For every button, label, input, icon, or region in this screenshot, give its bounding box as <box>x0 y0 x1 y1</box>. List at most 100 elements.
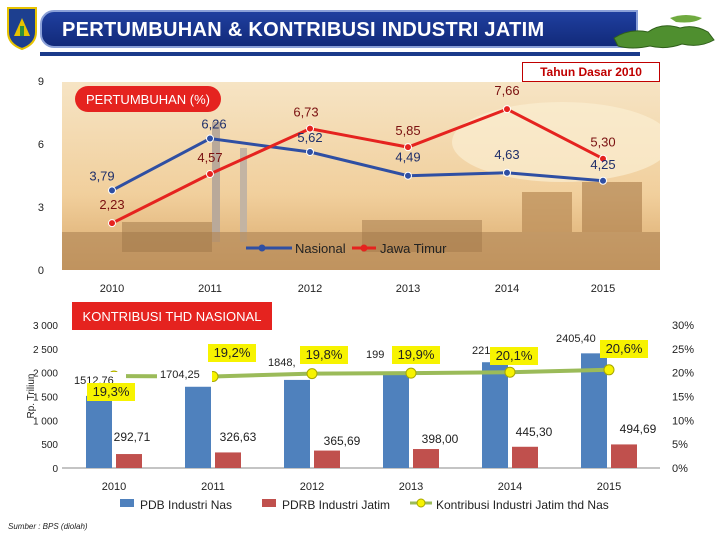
pdb-data-label: 1848, <box>268 357 296 369</box>
bar-pdrb <box>611 444 637 468</box>
legend-pdrb-swatch <box>262 499 276 507</box>
pdb-label-bg <box>553 330 608 346</box>
line-y-tick: 3 <box>38 202 44 214</box>
bar-y2-tick: 25% <box>672 344 694 356</box>
line-x-tick: 2011 <box>198 283 222 295</box>
east-java-map-icon <box>610 4 720 64</box>
pdb-data-label: 199 <box>366 349 384 361</box>
kontribusi-data-label: 19,9% <box>398 347 435 362</box>
kontribusi-data-label: 19,2% <box>214 345 251 360</box>
line-x-tick: 2010 <box>100 283 124 295</box>
line-data-label: 4,49 <box>395 150 420 165</box>
line-point <box>503 168 511 177</box>
bar-y-tick: 2 000 <box>33 369 58 380</box>
bar-x-tick: 2011 <box>201 481 225 493</box>
line-point <box>404 143 412 152</box>
line-x-tick: 2012 <box>298 283 322 295</box>
bar-x-tick: 2014 <box>498 481 522 493</box>
bar-pdrb <box>215 452 241 468</box>
line-point <box>108 186 116 195</box>
bar-x-tick: 2013 <box>399 481 423 493</box>
bar-y-tick: 3 000 <box>33 321 58 332</box>
legend-kontribusi-marker <box>416 498 426 508</box>
bar-y-axis-title: Rp. Triliun <box>26 373 37 418</box>
line-y-tick: 0 <box>38 265 44 277</box>
line-point <box>108 219 116 228</box>
legend-jatim-label: Jawa Timur <box>380 241 447 256</box>
legend-pdb-swatch <box>120 499 134 507</box>
line-point <box>306 124 314 133</box>
pdrb-data-label: 398,00 <box>422 432 459 446</box>
kontribusi-point <box>603 364 615 376</box>
line-series-nasional <box>111 136 604 192</box>
line-point <box>206 170 214 179</box>
bar-y2-tick: 10% <box>672 415 694 427</box>
bar-pdb <box>482 362 508 468</box>
pdb-label-bg <box>157 366 212 382</box>
line-point <box>404 171 412 180</box>
base-year-badge: Tahun Dasar 2010 <box>522 62 660 82</box>
bar-x-tick: 2010 <box>102 481 126 493</box>
kontribusi-label-bg <box>300 346 348 364</box>
bar-pdrb <box>512 446 538 468</box>
bar-pdrb <box>413 449 439 468</box>
jatim-emblem-icon <box>4 6 40 50</box>
header-divider <box>40 52 640 56</box>
contribution-title: KONTRIBUSI THD NASIONAL <box>83 309 262 324</box>
title-banner: PERTUMBUHAN & KONTRIBUSI INDUSTRI JATIM <box>40 10 638 48</box>
line-series-jawa-timur <box>111 107 604 225</box>
bar-pdb <box>383 372 409 468</box>
legend-jatim-marker <box>360 244 368 252</box>
bar-y2-tick: 5% <box>672 439 688 451</box>
kontribusi-data-label: 19,8% <box>306 347 343 362</box>
kontribusi-label-bg <box>490 347 538 365</box>
bar-pdb <box>86 395 112 468</box>
growth-title-box <box>75 86 221 112</box>
line-data-label: 6,26 <box>201 117 226 132</box>
bar-y2-tick: 0% <box>672 463 688 475</box>
line-point <box>599 176 607 185</box>
bar-y2-tick: 30% <box>672 320 694 332</box>
pdb-label-bg <box>363 346 390 362</box>
bar-y2-tick: 15% <box>672 392 694 404</box>
line-data-label: 2,23 <box>99 197 124 212</box>
line-data-label: 3,79 <box>89 168 114 183</box>
bar-y-tick: 500 <box>41 440 58 451</box>
line-point <box>206 134 214 143</box>
page-title: PERTUMBUHAN & KONTRIBUSI INDUSTRI JATIM <box>62 19 545 41</box>
line-data-label: 5,62 <box>297 130 322 145</box>
bar-pdb <box>581 353 607 468</box>
bar-y-tick: 2 500 <box>33 345 58 356</box>
kontribusi-data-label: 19,3% <box>93 384 130 399</box>
kontribusi-point <box>405 367 417 379</box>
line-data-label: 4,63 <box>494 147 519 162</box>
line-y-tick: 9 <box>38 76 44 88</box>
bar-y-tick: 0 <box>52 464 58 475</box>
growth-title: PERTUMBUHAN (%) <box>86 92 210 107</box>
pdb-label-bg <box>469 342 496 358</box>
line-point <box>503 105 511 114</box>
line-point <box>306 147 314 156</box>
line-x-tick: 2013 <box>396 283 420 295</box>
pdb-data-label: 2405,40 <box>556 333 596 345</box>
bar-x-tick: 2015 <box>597 481 621 493</box>
kontribusi-point <box>306 368 318 380</box>
pdrb-data-label: 494,69 <box>620 422 657 436</box>
line-point <box>599 154 607 163</box>
pdb-data-label: 221 <box>472 345 490 357</box>
kontribusi-label-bg <box>392 346 440 364</box>
line-x-tick: 2015 <box>591 283 615 295</box>
line-data-label: 5,85 <box>395 123 420 138</box>
bar-pdb <box>284 379 310 468</box>
bar-x-tick: 2012 <box>300 481 324 493</box>
bar-pdrb <box>116 454 142 468</box>
kontribusi-label-bg <box>87 383 135 401</box>
contribution-title-box <box>72 302 272 330</box>
bar-pdrb <box>314 450 340 468</box>
line-data-label: 6,73 <box>293 105 318 120</box>
pdrb-data-label: 445,30 <box>516 425 553 439</box>
line-data-label: 4,57 <box>197 150 222 165</box>
line-data-label: 4,25 <box>590 157 615 172</box>
legend-nasional-marker <box>258 244 266 252</box>
bar-pdb <box>185 386 211 468</box>
